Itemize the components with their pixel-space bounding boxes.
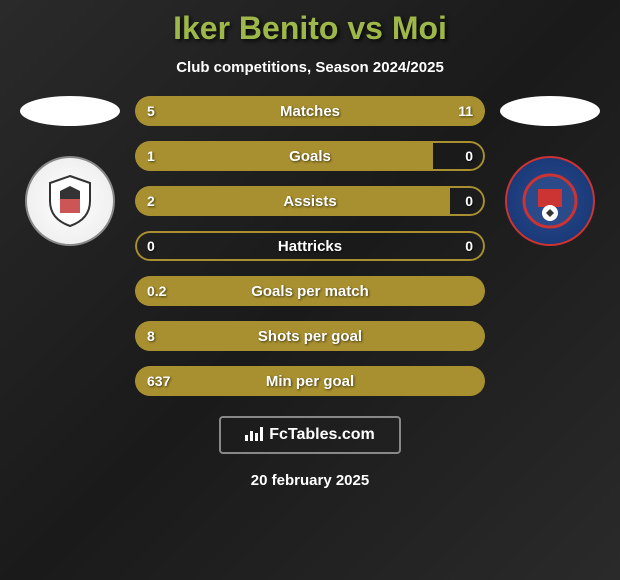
stat-value-left: 1: [147, 148, 155, 164]
footer-date: 20 february 2025: [251, 472, 369, 489]
subtitle: Club competitions, Season 2024/2025: [176, 59, 444, 76]
stat-bar: 637 Min per goal: [135, 366, 485, 396]
stat-label: Shots per goal: [258, 328, 362, 345]
stat-bar: 0 Hattricks 0: [135, 231, 485, 261]
stat-value-left: 0.2: [147, 283, 166, 299]
stat-fill-left: [135, 141, 433, 171]
shield-icon: [40, 171, 100, 231]
stat-bar: 5 Matches 11: [135, 96, 485, 126]
stat-label: Assists: [283, 193, 336, 210]
stat-label: Matches: [280, 103, 340, 120]
stat-bar: 2 Assists 0: [135, 186, 485, 216]
stat-bar: 0.2 Goals per match: [135, 276, 485, 306]
content-row: 5Matches111Goals02Assists00Hattricks00.2…: [0, 96, 620, 396]
stat-value-left: 637: [147, 373, 170, 389]
stat-value-right: 0: [465, 148, 473, 164]
stat-value-right: 11: [458, 103, 473, 119]
site-logo: FcTables.com: [219, 416, 401, 454]
site-name: FcTables.com: [269, 426, 375, 444]
stat-label: Min per goal: [266, 373, 354, 390]
stats-column: 5Matches111Goals02Assists00Hattricks00.2…: [135, 96, 485, 396]
stat-label: Goals per match: [251, 283, 369, 300]
stat-value-left: 8: [147, 328, 155, 344]
right-side: [495, 96, 605, 246]
left-flag: [20, 96, 120, 126]
chart-icon: [245, 427, 263, 444]
left-club-badge: [25, 156, 115, 246]
stat-value-right: 0: [465, 238, 473, 254]
stat-bar: 8 Shots per goal: [135, 321, 485, 351]
stat-label: Hattricks: [278, 238, 342, 255]
shield-icon: [520, 171, 580, 231]
stat-value-left: 2: [147, 193, 155, 209]
right-flag: [500, 96, 600, 126]
stat-value-left: 0: [147, 238, 155, 254]
comparison-container: Iker Benito vs Moi Club competitions, Se…: [0, 0, 620, 580]
stat-value-left: 5: [147, 103, 155, 119]
stat-bar: 1 Goals 0: [135, 141, 485, 171]
stat-label: Goals: [289, 148, 331, 165]
stat-value-right: 0: [465, 193, 473, 209]
left-side: [15, 96, 125, 246]
page-title: Iker Benito vs Moi: [173, 10, 447, 47]
right-club-badge: [505, 156, 595, 246]
